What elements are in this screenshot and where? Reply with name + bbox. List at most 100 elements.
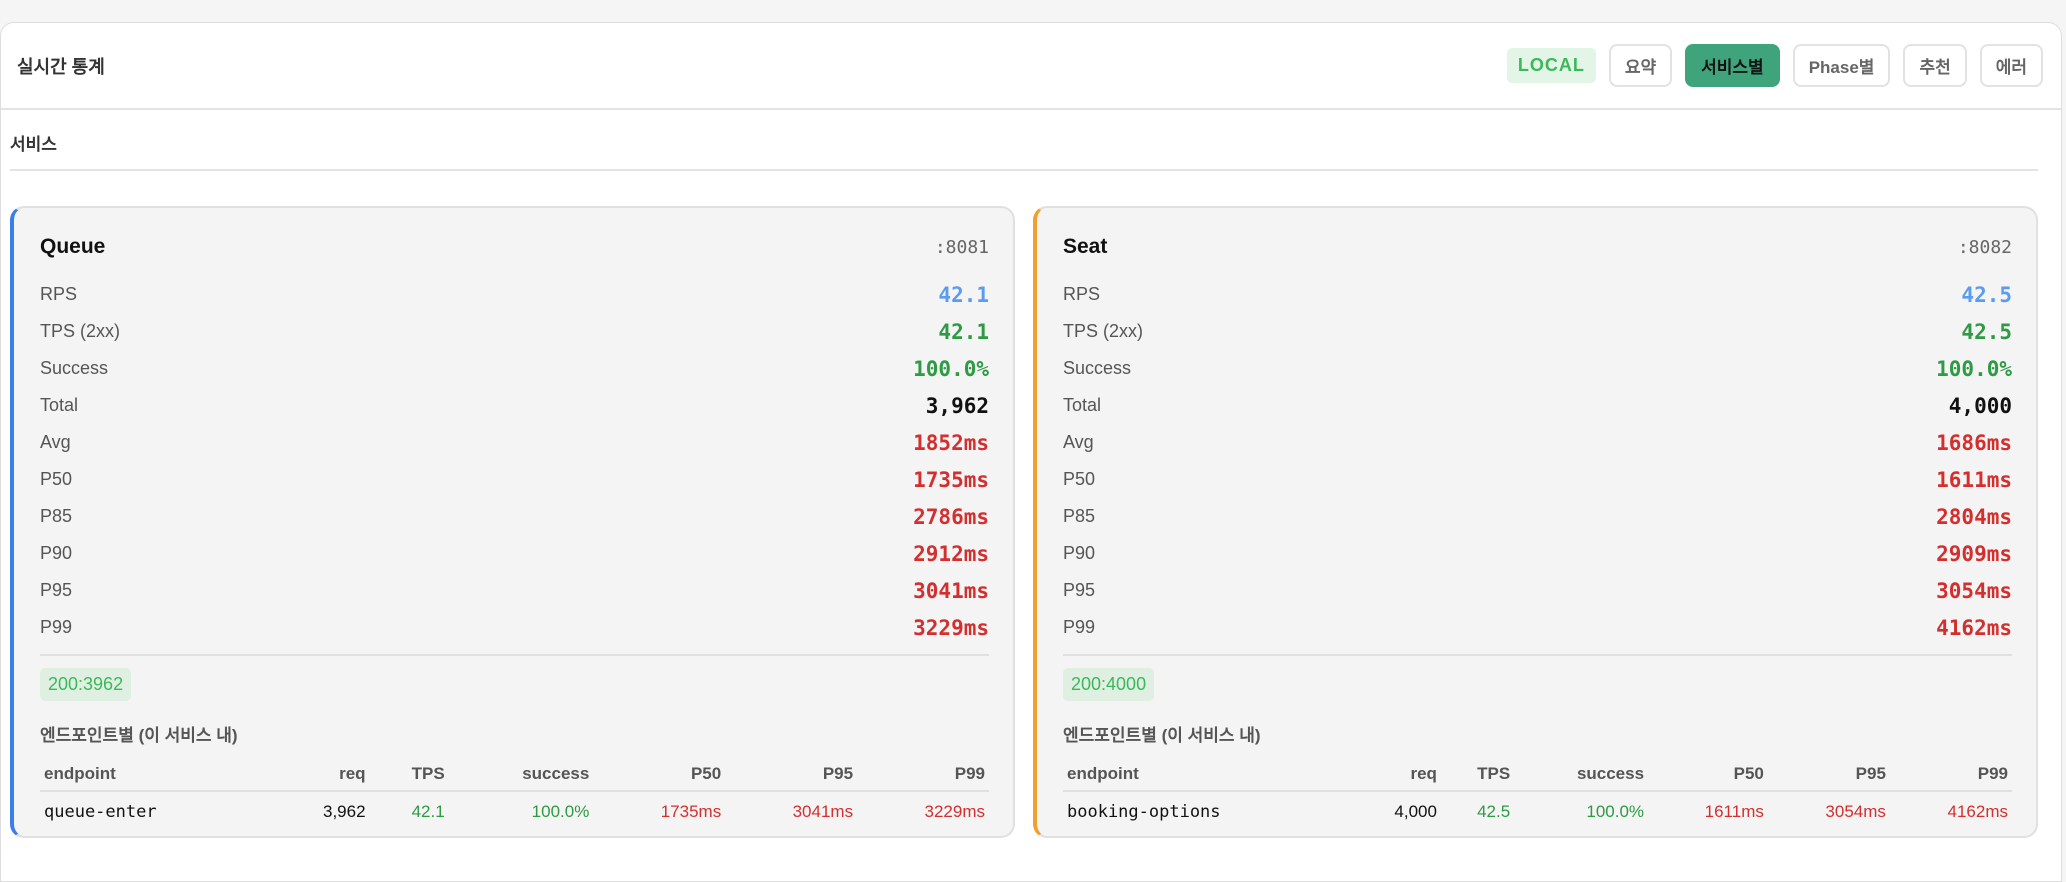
metric-value: 1735ms [913, 467, 989, 492]
table-cell: 4,000 [1394, 802, 1437, 821]
metric-value: 42.5 [1961, 282, 2012, 307]
metric-row: TPS (2xx) 42.5 [1063, 313, 2012, 350]
metric-label: P99 [1063, 617, 1096, 637]
column-header: P95 [1767, 758, 1890, 792]
metric-row: P90 2912ms [40, 535, 989, 572]
metric-value: 2912ms [913, 541, 989, 566]
metric-row: P90 2909ms [1063, 535, 2012, 572]
table-cell: 4162ms [1947, 802, 2008, 821]
service-port: :8082 [1957, 236, 2012, 258]
endpoint-table: endpoint req TPS success P50 P95 P99 queue-ente… [40, 758, 989, 832]
panel-header: 실시간 통계 LOCAL 요약 서비스별 Phase별 추천 에러 [1, 23, 2061, 110]
metric-label: TPS (2xx) [1063, 321, 1144, 341]
metric-row: P50 1735ms [40, 461, 989, 498]
column-header: P99 [1889, 758, 2012, 792]
status-code-badge: 200:4000 [1063, 668, 1155, 701]
column-header: req [1350, 758, 1441, 792]
metric-row: P95 3054ms [1063, 572, 2012, 609]
metric-value: 3,962 [925, 393, 989, 418]
metric-label: Success [40, 358, 109, 378]
section-title: 서비스 [10, 130, 2038, 171]
metric-row: Avg 1852ms [40, 424, 989, 461]
endpoint-section-title: 엔드포인트별 (이 서비스 내) [40, 726, 238, 745]
metric-row: P99 3229ms [40, 609, 989, 646]
table-row: queue-enter 3,962 42.1 100.0% 1735ms 3041ms 32… [40, 791, 989, 832]
metric-row: TPS (2xx) 42.1 [40, 313, 989, 350]
table-cell: 1611ms [1704, 802, 1764, 821]
table-cell: 3041ms [792, 802, 854, 821]
column-header: success [1514, 758, 1649, 792]
metric-label: P90 [1063, 543, 1096, 563]
metric-row: P50 1611ms [1063, 461, 2012, 498]
metric-label: P99 [40, 617, 73, 637]
metric-label: Total [40, 395, 79, 415]
metric-label: RPS [40, 284, 78, 304]
column-header: P50 [593, 758, 726, 792]
metric-label: RPS [1063, 284, 1101, 304]
column-header: endpoint [40, 758, 273, 792]
table-cell: 100.0% [531, 802, 590, 821]
column-header: TPS [1440, 758, 1515, 792]
tab-recommend[interactable]: 추천 [1903, 44, 1967, 87]
view-tabs: LOCAL 요약 서비스별 Phase별 추천 에러 [1506, 44, 2043, 87]
tab-errors[interactable]: 에러 [1979, 44, 2043, 87]
table-cell: booking-options [1067, 802, 1221, 822]
service-port: :8081 [934, 236, 989, 258]
metric-value: 42.5 [1961, 319, 2012, 344]
table-cell: 3,962 [323, 802, 366, 821]
metric-row: Total 3,962 [40, 387, 989, 424]
metric-row: P95 3041ms [40, 572, 989, 609]
metric-value: 100.0% [913, 356, 989, 381]
table-cell: 3229ms [924, 802, 985, 821]
metric-label: P90 [40, 543, 73, 563]
metric-label: P85 [1063, 506, 1096, 526]
column-header: P50 [1648, 758, 1768, 792]
metric-label: Avg [1063, 432, 1094, 452]
tab-by-service[interactable]: 서비스별 [1685, 44, 1780, 87]
table-cell: 42.1 [411, 802, 445, 821]
metric-value: 3054ms [1936, 578, 2012, 603]
metric-row: P85 2786ms [40, 498, 989, 535]
metric-label: P50 [1063, 469, 1096, 489]
endpoint-section-title: 엔드포인트별 (이 서비스 내) [1063, 726, 1261, 745]
metric-label: Success [1063, 358, 1132, 378]
metric-value: 42.1 [938, 282, 989, 307]
metric-value: 2909ms [1936, 541, 2012, 566]
tab-summary[interactable]: 요약 [1608, 44, 1673, 87]
metric-value: 4,000 [1948, 393, 2012, 418]
metric-row: Success 100.0% [40, 350, 989, 387]
env-badge: LOCAL [1506, 48, 1596, 83]
metric-label: P95 [1063, 580, 1096, 600]
page-title: 실시간 통계 [17, 56, 105, 77]
metric-value: 4162ms [1936, 615, 2012, 640]
table-cell: 3054ms [1825, 802, 1886, 821]
column-header: P99 [857, 758, 989, 792]
service-card-queue: Queue :8081 RPS 42.1 TPS (2xx) 42.1 Success 10… [10, 206, 1015, 838]
metric-label: P85 [40, 506, 73, 526]
metric-label: TPS (2xx) [40, 321, 121, 341]
status-code-badge: 200:3962 [40, 668, 132, 701]
metric-value: 3229ms [913, 615, 989, 640]
service-name: Queue [40, 235, 106, 258]
metric-label: P95 [40, 580, 73, 600]
metric-row: Total 4,000 [1063, 387, 2012, 424]
metric-row: RPS 42.5 [1063, 276, 2012, 313]
column-header: endpoint [1063, 758, 1351, 792]
metric-value: 100.0% [1936, 356, 2012, 381]
column-header: success [448, 758, 594, 792]
column-header: req [272, 758, 370, 792]
metric-value: 1686ms [1936, 430, 2012, 455]
metric-row: P85 2804ms [1063, 498, 2012, 535]
table-cell: queue-enter [44, 802, 157, 822]
tab-by-phase[interactable]: Phase별 [1792, 44, 1891, 87]
metric-label: Total [1063, 395, 1102, 415]
service-card-seat: Seat :8082 RPS 42.5 TPS (2xx) 42.5 Success 100… [1033, 206, 2038, 838]
table-cell: 100.0% [1586, 802, 1645, 821]
metric-row: P99 4162ms [1063, 609, 2012, 646]
metric-value: 2804ms [1936, 504, 2012, 529]
divider [40, 654, 989, 656]
divider [1063, 654, 2012, 656]
metric-value: 1611ms [1936, 467, 2012, 492]
metric-row: Success 100.0% [1063, 350, 2012, 387]
metric-value: 3041ms [913, 578, 989, 603]
